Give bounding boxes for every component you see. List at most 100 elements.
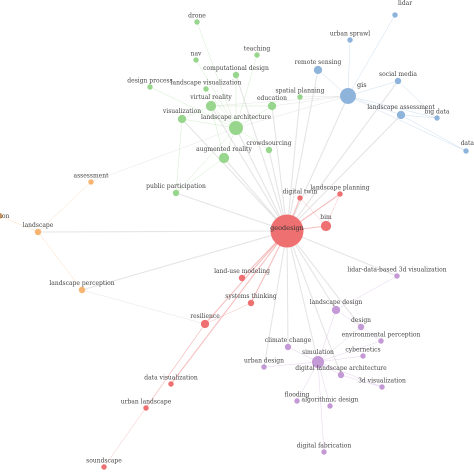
node-drone[interactable] <box>194 19 200 25</box>
edge-social-media-big-data <box>397 80 438 119</box>
node-digital-twin[interactable] <box>297 195 303 201</box>
node-resilience[interactable] <box>200 319 210 329</box>
node-cybernetics[interactable] <box>360 353 366 359</box>
node-assessment[interactable] <box>88 179 94 185</box>
node-ion[interactable] <box>0 213 3 219</box>
edge-geodesign-public-participation <box>175 192 288 232</box>
label-spatial-planning: spatial planning <box>276 87 325 94</box>
edge-gis-urban-sprawl <box>347 39 351 97</box>
node-simulation[interactable] <box>311 355 325 369</box>
label-augmented-reality: augmented reality <box>196 146 252 153</box>
node-social-media[interactable] <box>394 77 402 85</box>
node-spatial-planning[interactable] <box>297 94 303 100</box>
edge-gis-landscape-architecture <box>235 95 349 129</box>
edge-simulation-3d-visualization <box>317 361 383 388</box>
label-landscape-assessment: landscape assessment <box>367 104 435 111</box>
edge-gis-big-data <box>347 95 438 119</box>
edge-geodesign-design <box>286 230 362 328</box>
label-urban-landscape: urban landscape <box>121 398 172 405</box>
label-crowdsourcing: crowdsourcing <box>246 140 291 147</box>
label-3d-visualization: 3d visualization <box>358 377 406 384</box>
edge-geodesign-education <box>271 105 288 232</box>
edge-landscape-assessment-data <box>400 114 467 152</box>
node-teaching[interactable] <box>254 52 260 58</box>
edge-landscape-architecture-landscape-visualization <box>205 88 237 129</box>
edge-digital-landscape-architecture-3d-visualization <box>340 374 383 388</box>
node-landscape-architecture[interactable] <box>229 121 243 135</box>
node-big-data[interactable] <box>434 115 440 121</box>
node-education[interactable] <box>267 101 277 111</box>
edge-geodesign-landscape-assessment <box>286 114 402 232</box>
edge-landscape-design-design <box>335 309 362 328</box>
node-nav[interactable] <box>193 57 199 63</box>
edge-landscape-assessment-big-data <box>400 114 438 119</box>
label-soundscape: soundscape <box>86 457 122 464</box>
node-digital-fabrication[interactable] <box>321 449 327 455</box>
node-landscape-design[interactable] <box>331 305 341 315</box>
node-urban-sprawl[interactable] <box>347 37 353 43</box>
node-design[interactable] <box>357 323 365 331</box>
node-landscape-visualization[interactable] <box>203 86 209 92</box>
node-design-process[interactable] <box>147 84 153 90</box>
node-public-participation[interactable] <box>172 189 180 197</box>
edge-landscape-architecture-visualization <box>181 118 237 129</box>
node-virtual-reality[interactable] <box>205 100 217 112</box>
node-land-use-modeling[interactable] <box>238 274 246 282</box>
node-computational-design[interactable] <box>232 71 240 79</box>
edge-landscape-architecture-drone <box>196 21 237 129</box>
node-3d-visualization[interactable] <box>379 384 385 390</box>
label-remote-sensing: remote sensing <box>295 59 342 66</box>
edge-simulation-environmental-perception <box>317 340 382 363</box>
edge-landscape-assessment <box>37 181 92 233</box>
edge-simulation-flooding <box>296 361 319 402</box>
node-systems-thinking[interactable] <box>247 299 255 307</box>
node-soundscape[interactable] <box>101 464 107 470</box>
label-landscape-visualization: landscape visualization <box>171 79 242 86</box>
label-land-use-modeling: land-use modeling <box>214 268 270 275</box>
edge-geodesign-computational-design <box>235 74 288 232</box>
label-flooding: flooding <box>285 391 310 398</box>
node-remote-sensing[interactable] <box>313 65 323 75</box>
node-bim[interactable] <box>320 220 332 232</box>
edge-landscape-landscape-perception <box>37 231 83 291</box>
edge-geodesign-gis <box>286 95 349 232</box>
edge-bim-digital-twin <box>299 197 327 227</box>
edge-simulation-design <box>317 326 362 363</box>
node-landscape-assessment[interactable] <box>396 110 406 120</box>
edge-gis-virtual-reality <box>210 95 349 107</box>
node-layer <box>0 12 469 470</box>
label-social-media: social media <box>379 71 417 78</box>
node-gis[interactable] <box>340 88 356 104</box>
edge-virtual-reality-visualization <box>181 105 212 120</box>
label-data: data <box>461 140 474 147</box>
label-resilience: resilience <box>190 313 220 320</box>
node-landscape-perception[interactable] <box>78 286 86 294</box>
node-visualization[interactable] <box>177 114 187 124</box>
edge-geodesign-urban-design <box>263 230 288 368</box>
node-algorithmic-design[interactable] <box>327 403 333 409</box>
node-urban-landscape[interactable] <box>143 405 149 411</box>
node-landscape[interactable] <box>34 228 42 236</box>
node-data[interactable] <box>463 148 469 154</box>
label-drone: drone <box>188 12 206 19</box>
node-augmented-reality[interactable] <box>218 152 230 164</box>
edge-simulation-landscape-design <box>317 309 337 363</box>
node-landscape-planning[interactable] <box>337 191 343 197</box>
node-digital-landscape-architecture[interactable] <box>337 371 345 379</box>
label-bim: bim <box>320 214 332 221</box>
edge-gis-spatial-planning <box>299 95 349 98</box>
node-environmental-perception[interactable] <box>378 338 384 344</box>
node-flooding[interactable] <box>294 398 300 404</box>
label-simulation: simulation <box>302 349 334 356</box>
node-lidar[interactable] <box>392 12 398 18</box>
label-landscape-perception: landscape perception <box>49 280 114 287</box>
node-lidar-3d[interactable] <box>394 273 400 279</box>
edge-simulation-urban-design <box>263 361 319 368</box>
node-crowdsourcing[interactable] <box>265 146 273 154</box>
node-climate-change[interactable] <box>284 343 292 351</box>
node-urban-design[interactable] <box>261 364 267 370</box>
node-data-visualization[interactable] <box>168 381 174 387</box>
edge-landscape-geodesign <box>37 230 288 233</box>
node-geodesign[interactable] <box>270 214 304 248</box>
